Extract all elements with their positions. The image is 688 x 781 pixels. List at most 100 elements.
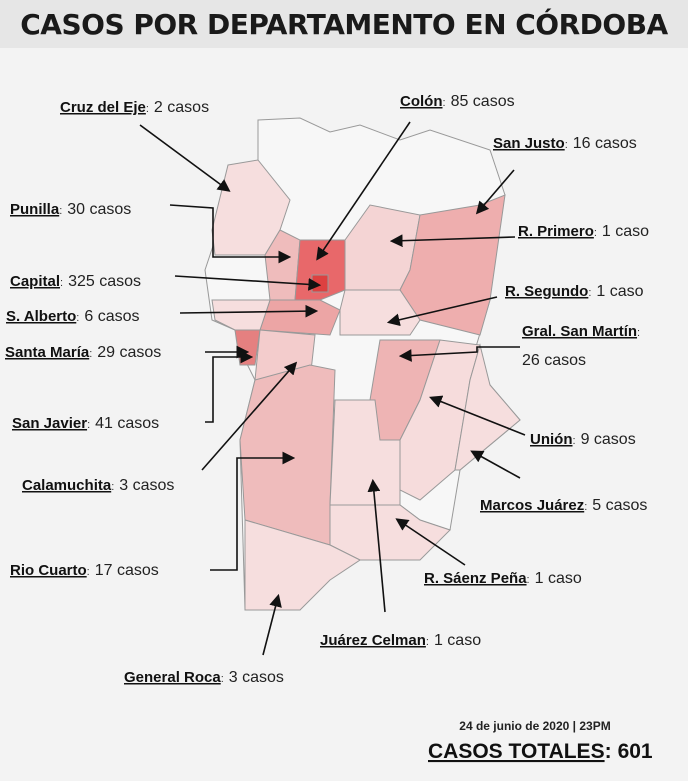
department-cases: 5 casos — [592, 497, 647, 514]
department-cases: 1 caso — [596, 283, 643, 300]
department-name: Calamuchita — [22, 477, 112, 494]
department-name: Punilla — [10, 201, 60, 218]
total-value: 601 — [618, 740, 653, 763]
department-label: R. Segundo: 1 caso — [505, 283, 644, 300]
department-label: Santa María: 29 casos — [5, 344, 161, 361]
department-name: R. Sáenz Peña — [424, 570, 527, 587]
separator: : — [146, 103, 149, 115]
separator: : — [637, 327, 640, 339]
department-name: San Javier — [12, 415, 87, 432]
arrow — [398, 346, 520, 362]
arrow — [179, 304, 319, 318]
department-cases: 1 caso — [535, 570, 582, 587]
arrow — [139, 124, 231, 192]
department-label: R. Sáenz Peña: 1 caso — [424, 570, 582, 587]
department-label: S. Alberto: 6 casos — [6, 308, 140, 325]
department-name: Capital — [10, 273, 60, 290]
arrow — [210, 451, 296, 571]
department-label: San Justo: 16 casos — [493, 135, 637, 152]
department-label: Rio Cuarto: 17 casos — [10, 562, 159, 579]
separator: : — [59, 205, 62, 217]
total-label: CASOS TOTALES — [428, 740, 605, 763]
arrow — [201, 361, 298, 471]
department-label: Punilla: 30 casos — [10, 201, 131, 218]
department-label: Cruz del Eje: 2 casos — [60, 99, 209, 116]
department-name: R. Segundo — [505, 283, 588, 300]
separator: : — [565, 139, 568, 151]
department-cases: 17 casos — [95, 562, 159, 579]
separator: : — [443, 97, 446, 109]
department-name: Rio Cuarto — [10, 562, 87, 579]
department-name: Cruz del Eje — [60, 99, 146, 116]
arrow — [174, 275, 322, 291]
arrow — [386, 296, 498, 327]
arrow — [429, 395, 526, 436]
department-cases: 26 casos — [522, 352, 586, 369]
arrow — [205, 350, 254, 423]
arrow — [169, 204, 292, 264]
arrow — [470, 450, 521, 479]
department-cases: 2 casos — [154, 99, 209, 116]
department-name: Colón — [400, 93, 443, 110]
arrow — [367, 478, 386, 613]
department-cases: 3 casos — [119, 477, 174, 494]
department-name: San Justo — [493, 135, 565, 152]
department-name: Santa María — [5, 344, 90, 361]
department-cases: 1 caso — [602, 223, 649, 240]
department-name: S. Alberto — [6, 308, 76, 325]
arrow — [262, 593, 282, 656]
department-label: San Javier: 41 casos — [12, 415, 159, 432]
total: CASOS TOTALES: 601 — [428, 740, 653, 763]
separator: : — [594, 227, 597, 239]
arrow — [475, 169, 515, 215]
separator: : — [527, 574, 530, 586]
date: 24 de junio de 2020 | 23PM — [459, 719, 610, 733]
department-name: R. Primero — [518, 223, 594, 240]
department-cases: 41 casos — [95, 415, 159, 432]
separator: : — [87, 566, 90, 578]
title-bar — [0, 0, 688, 48]
department-name: Juárez Celman — [320, 632, 426, 649]
department-cases: 30 casos — [67, 201, 131, 218]
separator: : — [60, 277, 63, 289]
title: CASOS POR DEPARTAMENTO EN CÓRDOBA — [20, 7, 668, 41]
department-name: Unión — [530, 431, 573, 448]
department-label: Capital: 325 casos — [10, 273, 141, 290]
separator: : — [584, 501, 587, 513]
department-label: Gral. San Martín: — [522, 323, 640, 340]
department-cases: 29 casos — [97, 344, 161, 361]
department-name: Gral. San Martín — [522, 323, 637, 340]
department-label: Calamuchita: 3 casos — [22, 477, 174, 494]
separator: : — [87, 419, 90, 431]
arrow — [395, 518, 466, 566]
department-name: General Roca — [124, 669, 221, 686]
separator: : — [76, 312, 79, 324]
department-cases: 1 caso — [434, 632, 481, 649]
department-label: Marcos Juárez: 5 casos — [480, 497, 647, 514]
department-cases: 6 casos — [84, 308, 139, 325]
arrow — [316, 121, 411, 261]
separator: : — [89, 348, 92, 360]
separator: : — [426, 636, 429, 648]
department-label: Juárez Celman: 1 caso — [320, 632, 481, 649]
separator: : — [111, 481, 114, 493]
department-name: Marcos Juárez — [480, 497, 584, 514]
separator: : — [221, 673, 224, 685]
department-cases: 3 casos — [229, 669, 284, 686]
department-cases: 9 casos — [581, 431, 636, 448]
department-label: Unión: 9 casos — [530, 431, 636, 448]
department-cases: 16 casos — [573, 135, 637, 152]
province-map — [204, 117, 521, 611]
department-cases: 325 casos — [68, 273, 141, 290]
department-label: R. Primero: 1 caso — [518, 223, 649, 240]
separator: : — [573, 435, 576, 447]
separator: : — [588, 287, 591, 299]
total-separator: : — [605, 740, 612, 763]
department-label: General Roca: 3 casos — [124, 669, 284, 686]
department-label: Colón: 85 casos — [400, 93, 515, 110]
department-cases: 85 casos — [451, 93, 515, 110]
